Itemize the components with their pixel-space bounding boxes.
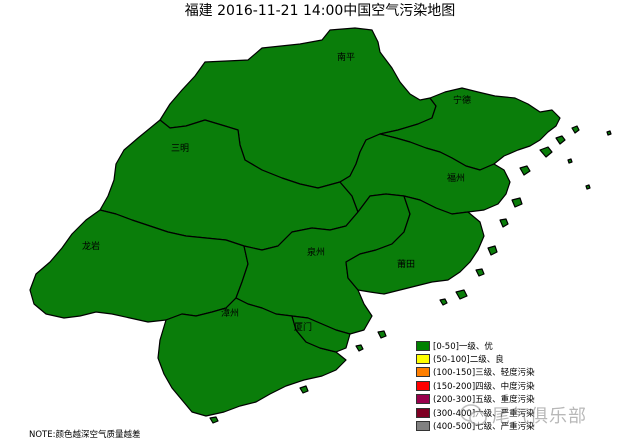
legend-item: (100-150]三级、轻度污染	[416, 366, 566, 379]
city-label-putian: 莆田	[397, 258, 415, 270]
city-label-nanping: 南平	[337, 51, 355, 63]
city-label-zhangzhou: 漳州	[221, 307, 239, 319]
page-title: 福建 2016-11-21 14:00中国空气污染地图	[184, 3, 456, 19]
city-label-sanming: 三明	[171, 143, 189, 154]
wechat-icon	[460, 404, 487, 426]
region-ningde	[379, 87, 561, 171]
legend-item: (150-200]四级、中度污染	[416, 379, 566, 392]
legend-label: (150-200]四级、中度污染	[433, 381, 535, 392]
city-label-ningde: 宁德	[453, 94, 471, 106]
legend-item: (50-100]二级、良	[416, 352, 566, 365]
legend-label: (200-300]五级、重度污染	[433, 395, 535, 406]
region-putian	[345, 195, 485, 295]
legend-swatch	[416, 380, 430, 391]
region-zhangzhou	[157, 297, 347, 417]
region-xiamen	[291, 315, 351, 353]
city-label-longyan: 龙岩	[82, 240, 100, 252]
legend-label: (400-500]七级、严重污染	[433, 422, 535, 433]
legend-item: (200-300]五级、重度污染	[416, 393, 566, 406]
city-label-fuzhou: 福州	[447, 172, 465, 184]
legend-swatch	[416, 367, 430, 378]
legend-label: (50-100]二级、良	[433, 355, 504, 366]
legend-swatch	[416, 407, 430, 418]
map-note: NOTE:颜色越深空气质量越差	[29, 430, 141, 440]
legend-swatch	[416, 354, 430, 365]
watermark: 尾气俱乐部	[460, 395, 630, 435]
city-label-quanzhou: 泉州	[307, 246, 325, 258]
legend-item: (400-500]七级、严重污染	[416, 419, 566, 432]
city-label-xiamen: 厦门	[294, 321, 312, 333]
legend-swatch	[416, 394, 430, 405]
legend-label: [0-50]一级、优	[433, 341, 493, 352]
legend-item: [0-50]一级、优	[416, 339, 566, 352]
legend-label: (100-150]三级、轻度污染	[433, 368, 535, 379]
legend-swatch	[416, 340, 430, 351]
watermark-text: 尾气俱乐部	[492, 406, 587, 427]
legend-swatch	[416, 421, 430, 432]
